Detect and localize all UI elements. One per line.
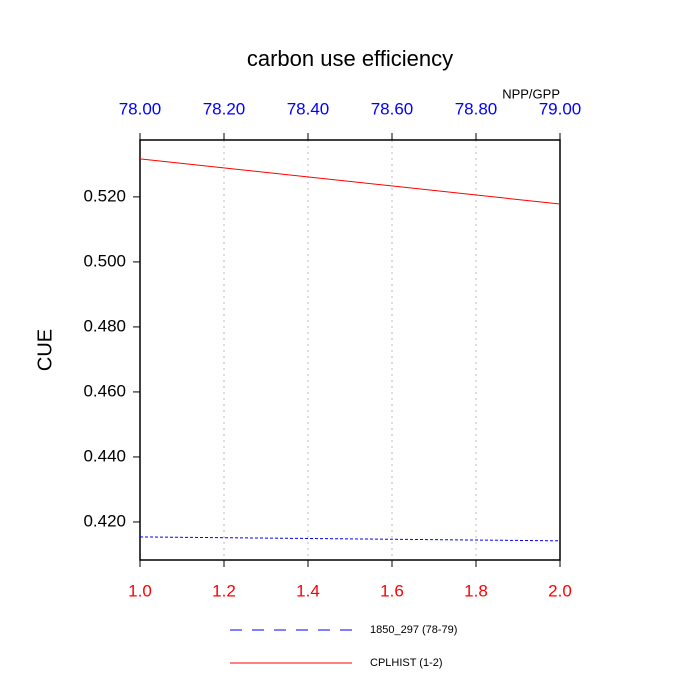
x-tick-label: 1.2: [212, 581, 236, 600]
y-tick-label: 0.420: [83, 511, 126, 530]
x2-tick-label: 78.60: [371, 99, 414, 118]
x2-tick-label: 78.20: [203, 99, 246, 118]
x2-tick-label: 79.00: [539, 99, 582, 118]
y-tick-label: 0.520: [83, 186, 126, 205]
y-tick-label: 0.480: [83, 316, 126, 335]
y-tick-label: 0.500: [83, 251, 126, 270]
x2-tick-label: 78.40: [287, 99, 330, 118]
legend-label: 1850_297 (78-79): [370, 624, 457, 636]
y-axis-label: CUE: [34, 329, 56, 371]
x-tick-label: 1.4: [296, 581, 320, 600]
x2-tick-label: 78.80: [455, 99, 498, 118]
chart-subtitle: NPP/GPP: [502, 86, 560, 101]
x-tick-label: 1.6: [380, 581, 404, 600]
series-line: [139, 536, 561, 542]
legend-label: CPLHIST (1-2): [370, 657, 443, 669]
x-tick-label: 1.0: [128, 581, 152, 600]
x-tick-label: 2.0: [548, 581, 572, 600]
x-tick-label: 1.8: [464, 581, 488, 600]
x2-tick-label: 78.00: [119, 99, 162, 118]
plot-frame: [139, 139, 561, 561]
chart-title: carbon use efficiency: [247, 46, 453, 71]
series-line: [139, 158, 561, 205]
y-tick-label: 0.440: [83, 446, 126, 465]
y-tick-label: 0.460: [83, 381, 126, 400]
